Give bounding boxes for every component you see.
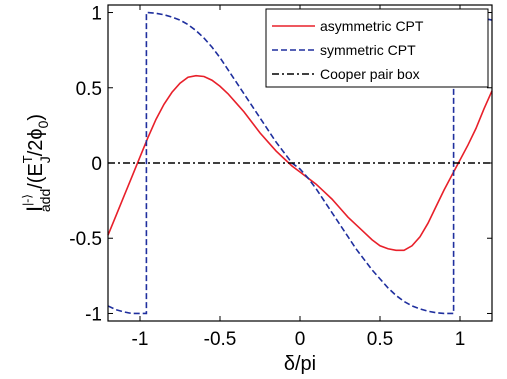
tick-layer: -1 -0.5 0 0.5 1 -1 -0.5 0 0.5 1 bbox=[69, 4, 492, 350]
x-axis-label: δ/pi bbox=[284, 353, 316, 375]
x-tick-label-1: -0.5 bbox=[204, 329, 237, 350]
x-tick-label-4: 1 bbox=[455, 329, 466, 350]
y-axis-label: I|-⟩ add/(ET J/2ϕ0) bbox=[20, 114, 53, 212]
legend-label-symmetric: symmetric CPT bbox=[320, 42, 416, 58]
legend-label-cooper: Cooper pair box bbox=[320, 66, 420, 82]
series-line-0 bbox=[107, 74, 493, 252]
y-axis-label-rest-sub: J bbox=[37, 156, 53, 163]
y-axis-label-rest-2: /2ϕ bbox=[25, 128, 47, 156]
y-axis-label-rest-sup: T bbox=[20, 155, 35, 163]
x-tick-label-2: 0 bbox=[295, 329, 306, 350]
y-tick-label-3: 0.5 bbox=[76, 79, 102, 100]
legend-label-asymmetric: asymmetric CPT bbox=[320, 18, 424, 34]
y-axis-label-rest-sub2: 0 bbox=[35, 120, 51, 128]
x-tick-label-0: -1 bbox=[132, 329, 149, 350]
y-axis-label-rest-1: /(E bbox=[25, 163, 47, 189]
y-tick-label-1: -0.5 bbox=[69, 229, 102, 250]
y-axis-label-rest-3: ) bbox=[25, 114, 47, 121]
y-tick-label-4: 1 bbox=[91, 4, 102, 25]
y-axis-label-main: I bbox=[22, 206, 47, 212]
legend: asymmetric CPT symmetric CPT Cooper pair… bbox=[265, 8, 489, 88]
y-tick-label-2: 0 bbox=[91, 154, 102, 175]
series-layer bbox=[107, 11, 493, 315]
y-axis-label-sup: |-⟩ bbox=[20, 194, 34, 206]
y-tick-label-0: -1 bbox=[85, 304, 102, 325]
y-axis-label-sub: add bbox=[37, 189, 53, 212]
svg-text:I|-⟩add/(ETJ/2ϕ0): I|-⟩ add/(ET J/2ϕ0) bbox=[20, 114, 53, 212]
series-line-1 bbox=[107, 11, 493, 315]
x-tick-label-3: 0.5 bbox=[367, 329, 393, 350]
